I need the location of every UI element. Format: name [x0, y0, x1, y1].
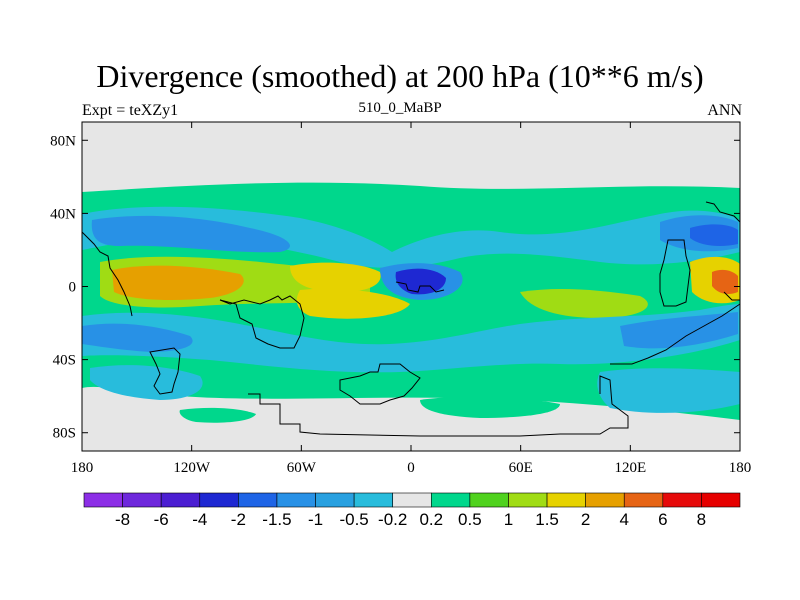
season-label: ANN: [707, 102, 742, 119]
colorbar-swatch: [276, 492, 316, 508]
coastline-southwest-1: [149, 347, 181, 395]
colorbar-label: -4: [192, 510, 207, 529]
colorbar-label: 8: [697, 510, 706, 529]
colorbar-label: -1: [308, 510, 323, 529]
colorbar-label: -0.5: [339, 510, 368, 529]
colorbar-swatch: [701, 492, 741, 508]
x-tick-label: 180: [729, 460, 752, 476]
field-positive-tropics-east: [520, 289, 648, 318]
coastline-africa: [339, 363, 421, 405]
y-axis: 80N 40N 0 40S 80S: [50, 133, 740, 442]
colorbar-label: 0.5: [458, 510, 482, 529]
field-negative-south-core-2: [620, 312, 738, 349]
field-positive-south-blob: [420, 396, 560, 418]
colorbar-swatch: [238, 492, 278, 508]
colorbar-swatch: [662, 492, 702, 508]
map-field: [82, 122, 740, 451]
colorbar-swatch: [160, 492, 201, 508]
field-positive-tropics-west-core: [112, 265, 244, 300]
y-tick-label: 80N: [50, 133, 76, 149]
field-negative-south: [82, 304, 740, 373]
colorbar-swatch: [430, 492, 471, 508]
coastline-northeast-edge: [705, 201, 741, 223]
x-tick-label: 60E: [509, 460, 533, 476]
field-negative-south-core: [82, 323, 193, 352]
field-positive-tropics-east-core: [712, 269, 738, 294]
colorbar-swatch: [392, 492, 432, 508]
y-tick-label: 0: [69, 280, 77, 296]
colorbar-label: -6: [154, 510, 169, 529]
coastline-antarctica: [248, 375, 629, 437]
colorbar-label: -8: [115, 510, 130, 529]
coastline-south-america: [219, 295, 305, 349]
field-negative-north-deep: [690, 224, 738, 246]
x-tick-label: 180: [71, 460, 94, 476]
field-negative-tropics-africa-core: [395, 268, 446, 295]
colorbar-swatch: [469, 492, 509, 508]
colorbar-swatch: [122, 492, 162, 508]
y-tick-label: 40S: [53, 353, 76, 369]
coastlines: [81, 201, 741, 437]
colorbar-swatch: [585, 492, 625, 508]
colorbar-label: -0.2: [378, 510, 407, 529]
coastline-west-edge: [81, 231, 133, 317]
colorbar-swatch: [199, 492, 239, 508]
y-tick-label: 80S: [53, 426, 76, 442]
colorbar-swatch: [623, 492, 664, 508]
colorbar-label: 4: [620, 510, 629, 529]
field-negative-north-core: [91, 215, 290, 253]
colorbar-label: 1: [504, 510, 513, 529]
chart-title: Divergence (smoothed) at 200 hPa (10**6 …: [96, 58, 704, 94]
colorbar-swatch: [546, 492, 586, 508]
field-negative-south-west: [90, 365, 203, 400]
coastline-maritime-east: [659, 239, 691, 307]
coastline-australia: [610, 303, 741, 365]
x-tick-label: 60W: [287, 460, 317, 476]
x-axis: 180 120W 60W 0 60E 120E 180: [71, 122, 752, 476]
x-tick-label: 120E: [614, 460, 646, 476]
colorbar-swatch: [353, 492, 394, 508]
colorbar-swatch: [508, 492, 548, 508]
colorbar-label: 2: [581, 510, 590, 529]
experiment-label: Expt = teXZy1: [82, 102, 179, 119]
colorbar-label: 1.5: [535, 510, 559, 529]
coastline-east-tropic: [723, 291, 740, 301]
colorbar-label: 6: [658, 510, 667, 529]
field-negative-south-east: [597, 368, 740, 413]
colorbar-swatch: [83, 492, 123, 508]
period-label: 510_0_MaBP: [358, 100, 442, 116]
x-tick-label: 0: [407, 460, 415, 476]
field-negative-north: [82, 206, 740, 268]
colorbar-swatch: [315, 492, 355, 508]
colorbar: -8 -6 -4 -2 -1.5 -1 -0.5 -0.2 0.2 0.5 1 1.5 2 4 6 8: [83, 492, 741, 529]
x-tick-label: 120W: [173, 460, 211, 476]
y-tick-label: 40N: [50, 206, 76, 222]
field-positive-tropics-mid: [296, 288, 410, 319]
colorbar-label: -2: [231, 510, 246, 529]
colorbar-label: -1.5: [262, 510, 291, 529]
field-positive-south-blob-2: [179, 407, 256, 423]
colorbar-label: 0.2: [419, 510, 443, 529]
field-positive-tropics-central: [290, 262, 381, 292]
coastline-equatorial-africa: [395, 281, 445, 293]
